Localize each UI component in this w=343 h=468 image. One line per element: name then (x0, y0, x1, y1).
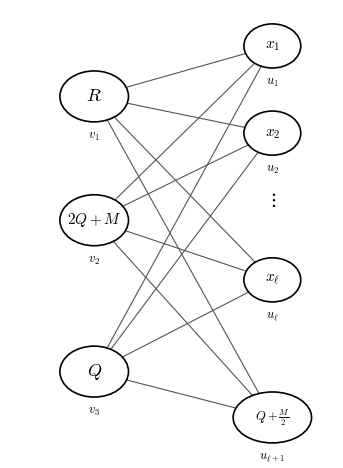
Text: $x_2$: $x_2$ (264, 125, 280, 140)
Text: $u_{\ell+1}$: $u_{\ell+1}$ (259, 451, 285, 464)
Text: $u_\ell$: $u_\ell$ (266, 310, 279, 323)
Text: $v_3$: $v_3$ (88, 405, 100, 418)
Text: $x_\ell$: $x_\ell$ (265, 272, 280, 287)
Ellipse shape (233, 392, 311, 443)
Text: $\vdots$: $\vdots$ (268, 190, 276, 209)
Ellipse shape (244, 111, 301, 155)
Ellipse shape (244, 258, 301, 302)
Text: $Q+\frac{M}{2}$: $Q+\frac{M}{2}$ (255, 407, 290, 428)
Ellipse shape (60, 71, 129, 122)
Text: $v_1$: $v_1$ (88, 130, 100, 143)
Text: $x_1$: $x_1$ (265, 38, 280, 53)
Text: $R$: $R$ (86, 88, 102, 105)
Text: $u_2$: $u_2$ (266, 163, 279, 176)
Ellipse shape (60, 346, 129, 397)
Ellipse shape (60, 195, 129, 246)
Text: $Q$: $Q$ (86, 362, 102, 381)
Text: $v_2$: $v_2$ (88, 254, 100, 267)
Ellipse shape (244, 24, 301, 68)
Text: $u_1$: $u_1$ (266, 76, 279, 89)
Text: $2Q+M$: $2Q+M$ (67, 211, 122, 229)
